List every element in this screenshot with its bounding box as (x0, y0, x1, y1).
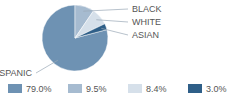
slice-label: BLACK (132, 4, 162, 14)
leader-line (101, 28, 128, 35)
pie: HISPANIC BLACK WHITE ASIAN (0, 4, 162, 78)
legend-swatch (188, 84, 202, 93)
slice-label: HISPANIC (0, 68, 32, 78)
slice-label: WHITE (132, 17, 161, 27)
pie-slice (75, 24, 107, 38)
legend-swatch (8, 84, 22, 93)
legend-label: 79.0% (26, 84, 52, 94)
slice-labels: HISPANIC BLACK WHITE ASIAN (0, 4, 162, 78)
chart: HISPANIC BLACK WHITE ASIAN 79.0% 9.5% 8.4% 3.0% (0, 0, 240, 100)
legend-label: 9.5% (86, 84, 107, 94)
legend-label: 3.0% (206, 84, 227, 94)
legend-swatch (128, 84, 142, 93)
legend-label: 8.4% (146, 84, 167, 94)
legend: 79.0% 9.5% 8.4% 3.0% (8, 84, 227, 94)
leader-line (36, 60, 58, 73)
pie-slice (42, 5, 108, 71)
legend-swatch (68, 84, 82, 93)
leader-line (96, 20, 128, 22)
slice-label: ASIAN (132, 30, 159, 40)
leader-line (83, 9, 128, 11)
